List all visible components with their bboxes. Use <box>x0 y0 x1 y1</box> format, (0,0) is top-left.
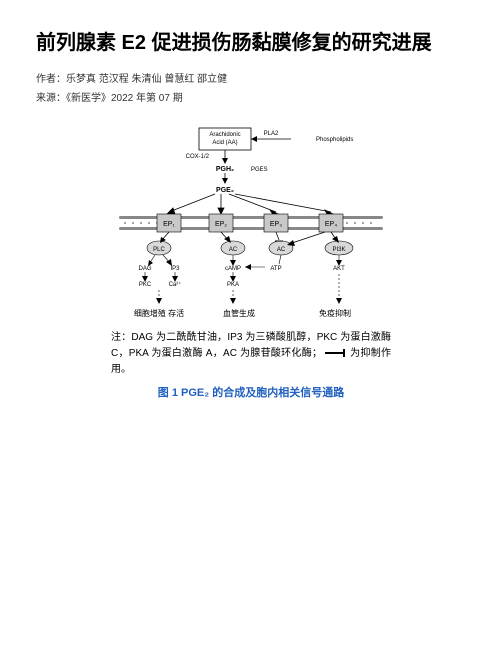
svg-text:AC: AC <box>277 247 286 253</box>
svg-text:IP3: IP3 <box>170 266 180 272</box>
authors-names: 乐梦真 范汉程 朱清仙 曾慧红 邵立健 <box>66 74 227 85</box>
svg-text:AC: AC <box>229 247 238 253</box>
figure-1: Arachidonic Acid (AA) PLA2 Phospholipids… <box>36 124 466 400</box>
svg-text:COX-1/2: COX-1/2 <box>186 154 210 160</box>
downstream: PLC AC AC PI3K DAG IP3 <box>138 232 353 304</box>
svg-text:Acid (AA): Acid (AA) <box>212 140 237 146</box>
signaling-diagram: Arachidonic Acid (AA) PLA2 Phospholipids… <box>111 124 391 324</box>
pla2-label: PLA2 <box>264 131 279 137</box>
source-line: 来源：《新医学》2022 年第 07 期 <box>36 89 466 104</box>
svg-text:PKC: PKC <box>139 282 152 288</box>
svg-text:ATP: ATP <box>270 266 281 272</box>
authors-label: 作者： <box>36 74 66 85</box>
svg-text:Phospholipids: Phospholipids <box>316 137 353 143</box>
svg-text:PI3K: PI3K <box>332 247 345 253</box>
outcome-1: 细胞增殖 存活 <box>134 308 184 318</box>
source-text: 《新医学》2022 年第 07 期 <box>66 93 183 104</box>
svg-text:Arachidonic: Arachidonic <box>209 132 240 138</box>
svg-text:PGE₂: PGE₂ <box>216 187 234 194</box>
source-label: 来源： <box>36 93 66 104</box>
svg-text:PKA: PKA <box>227 282 239 288</box>
authors-line: 作者：乐梦真 范汉程 朱清仙 曾慧红 邵立健 <box>36 70 466 85</box>
outcome-2: 血管生成 <box>223 308 255 318</box>
svg-text:PGH₂: PGH₂ <box>216 166 234 173</box>
svg-text:PLC: PLC <box>153 247 165 253</box>
fig-label: 图 1 <box>158 387 178 399</box>
fig-caption-text: PGE₂ 的合成及胞内相关信号通路 <box>181 387 344 399</box>
figure-caption: 图 1 PGE₂ 的合成及胞内相关信号通路 <box>158 384 344 400</box>
svg-text:cAMP: cAMP <box>225 266 241 272</box>
svg-text:DAG: DAG <box>138 266 151 272</box>
note-text: 注：DAG 为二酰酰甘油，IP3 为三磷酸肌醇，PKC 为蛋白激酶 C，PKA … <box>111 332 391 359</box>
svg-text:Ca²⁺: Ca²⁺ <box>169 281 182 288</box>
svg-text:EP₂: EP₂ <box>215 221 227 228</box>
outcome-3: 免疫抑制 <box>319 308 351 318</box>
inhibit-icon <box>325 349 347 357</box>
article-title: 前列腺素 E2 促进损伤肠黏膜修复的研究进展 <box>36 28 466 58</box>
svg-text:EP₁: EP₁ <box>163 221 175 228</box>
svg-text:EP₄: EP₄ <box>325 221 337 228</box>
svg-text:PGES: PGES <box>251 167 268 173</box>
svg-text:EP₃: EP₃ <box>270 221 282 228</box>
figure-note: 注：DAG 为二酰酰甘油，IP3 为三磷酸肌醇，PKC 为蛋白激酶 C，PKA … <box>111 330 391 378</box>
svg-text:AKT: AKT <box>333 266 345 272</box>
